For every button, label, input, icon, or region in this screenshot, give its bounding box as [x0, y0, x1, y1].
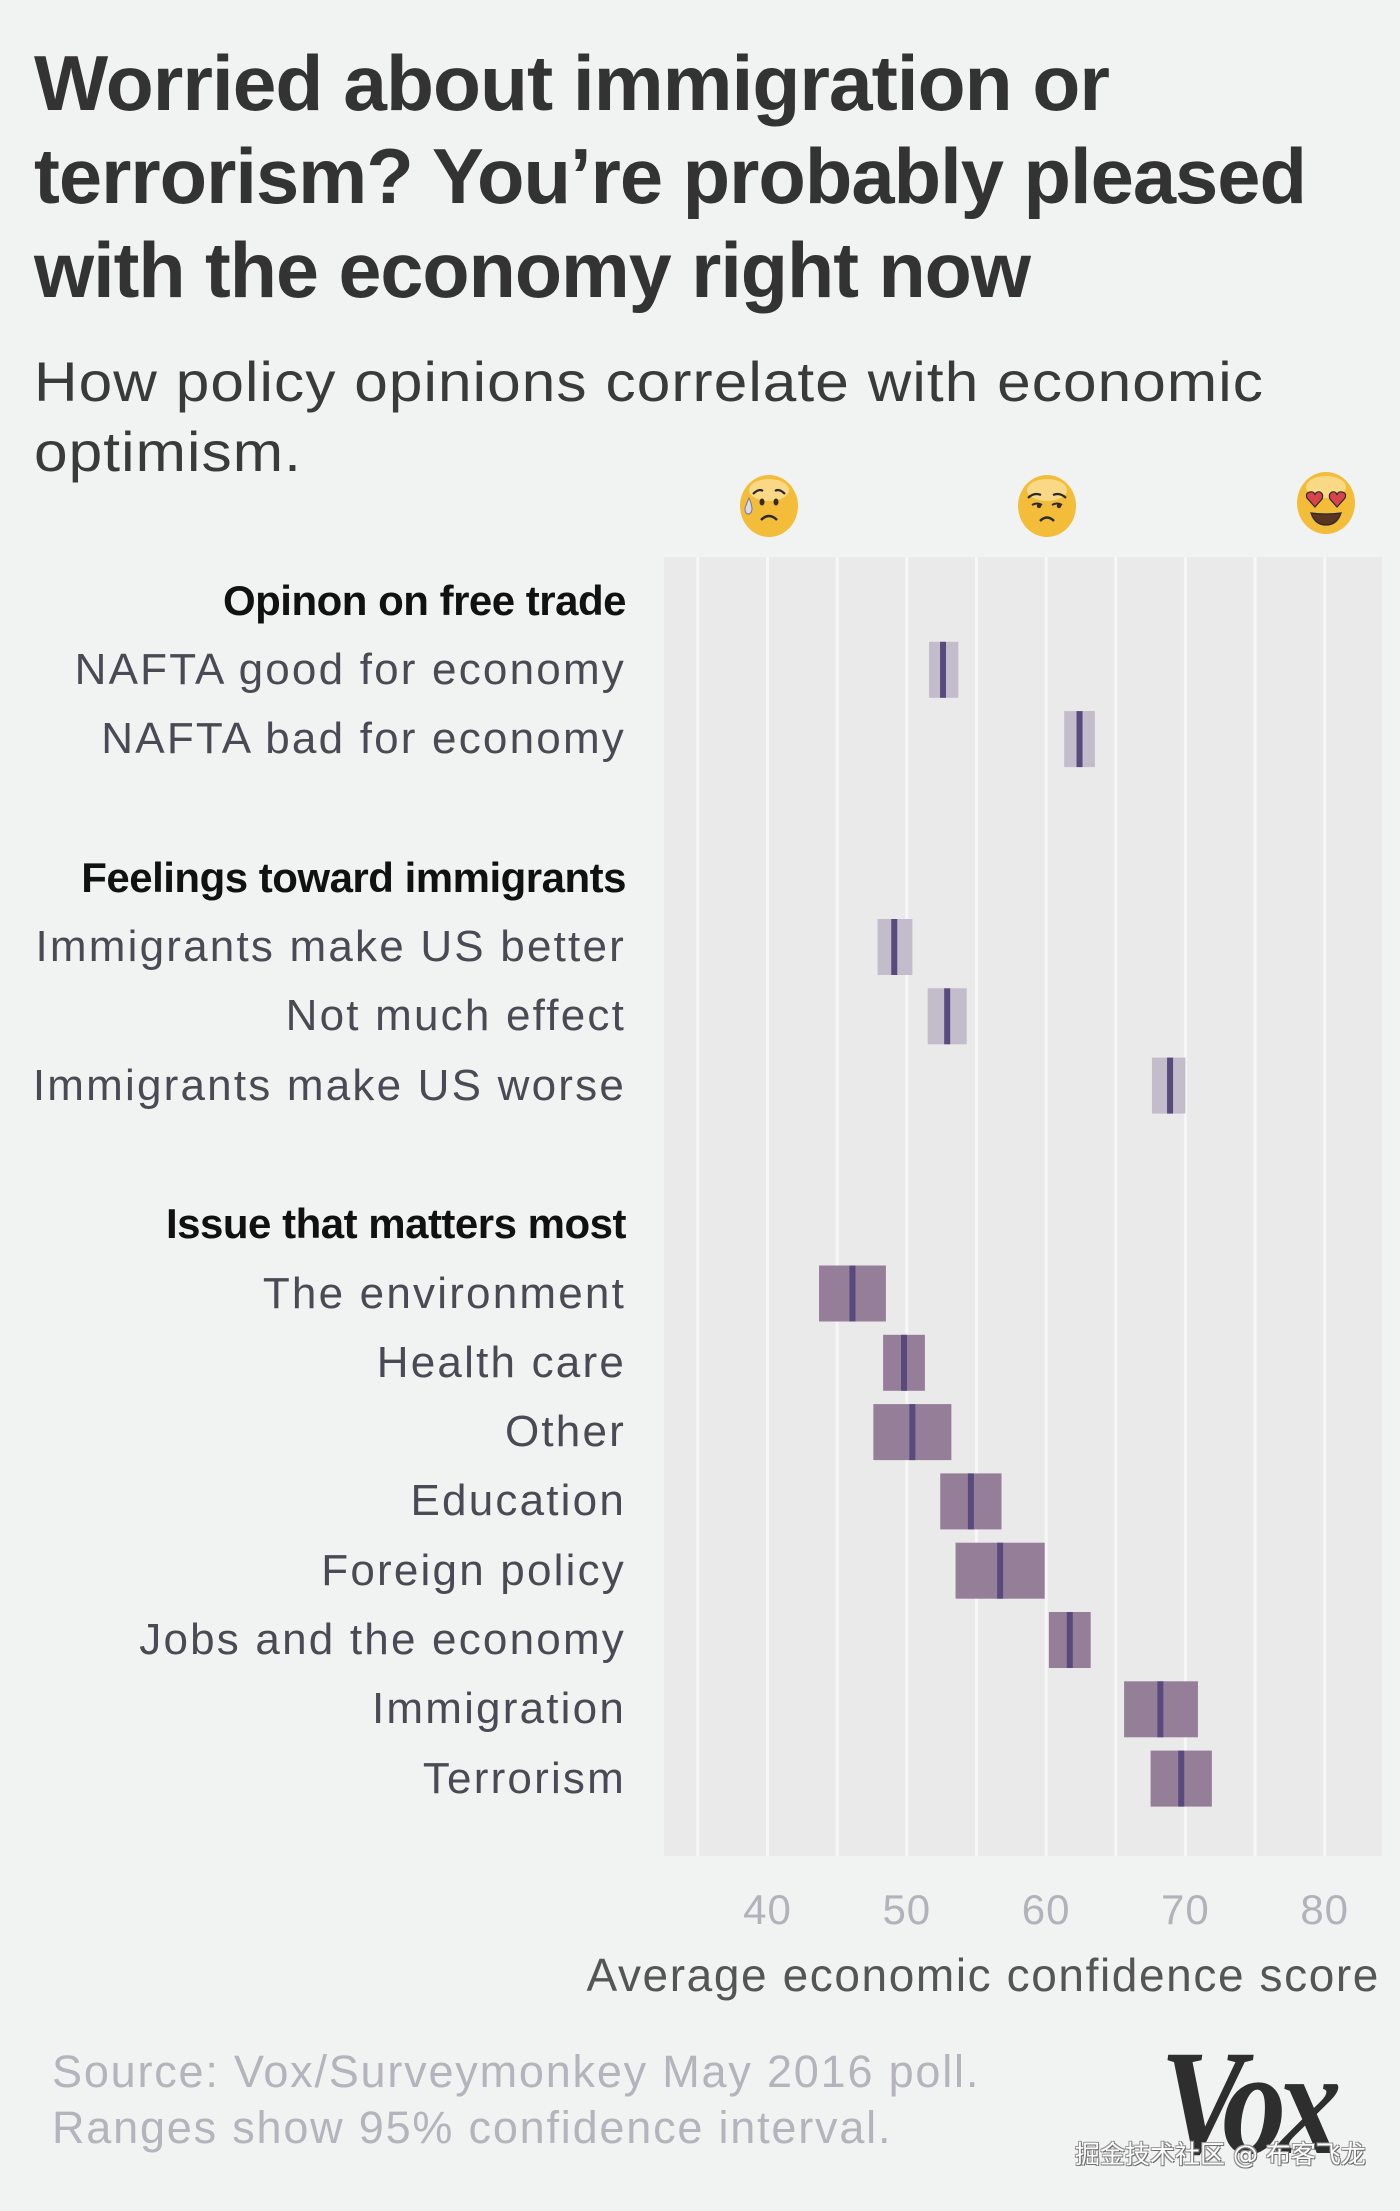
row-label: Immigrants make US worse: [32, 1060, 626, 1110]
row-label: Not much effect: [285, 991, 626, 1041]
source-note: Source: Vox/Surveymonkey May 2016 poll.: [52, 2046, 981, 2097]
row-label: Immigrants make US better: [35, 922, 626, 971]
plot-background: [664, 557, 1382, 1856]
interval-mark: [1124, 1681, 1198, 1738]
chart-subtitle-line-2: optimism.: [34, 420, 302, 483]
interval-mark: [1151, 1057, 1186, 1114]
gridline: [1323, 557, 1327, 1856]
row-label: Foreign policy: [321, 1545, 626, 1595]
group-header: Feelings toward immigrants: [81, 853, 626, 901]
x-tick-label: 50: [882, 1886, 931, 1933]
mean-marker: [997, 1542, 1004, 1599]
interval-mark: [940, 1473, 1002, 1530]
mean-marker: [891, 919, 898, 975]
row-label: Health care: [376, 1337, 626, 1387]
group-header: Opinon on free trade: [222, 576, 627, 624]
row-label: Terrorism: [422, 1753, 626, 1803]
x-tick-label: 80: [1300, 1886, 1349, 1933]
group-header: Issue that matters most: [166, 1200, 626, 1248]
interval-mark: [955, 1542, 1045, 1599]
row-label: Other: [504, 1407, 626, 1457]
gridline: [1253, 557, 1257, 1856]
vox-logo: Vox: [1160, 2020, 1341, 2186]
interval-mark: [1048, 1612, 1091, 1668]
chart-title-line-2: terrorism? You’re probably pleased: [34, 132, 1307, 220]
gridline: [974, 557, 978, 1856]
gridline: [766, 557, 769, 1856]
confidence-note: Ranges show 95% confidence interval.: [52, 2102, 893, 2153]
row-label: Jobs and the economy: [139, 1615, 626, 1664]
mean-marker: [1157, 1681, 1164, 1738]
row-label: Immigration: [371, 1684, 626, 1734]
interval-mark: [873, 1404, 952, 1461]
gridline: [835, 557, 839, 1856]
interval-mark: [877, 919, 913, 975]
interval-marks: [819, 641, 1212, 1807]
row-label: NAFTA bad for economy: [101, 714, 626, 764]
row-label: NAFTA good for economy: [74, 644, 626, 694]
gridline: [1114, 557, 1118, 1856]
chart-title-line-1: Worried about immigration or: [34, 39, 1110, 127]
interval-mark: [819, 1265, 886, 1322]
x-axis-title: Average economic confidence score: [586, 1949, 1380, 2001]
mean-marker: [1178, 1750, 1185, 1807]
mean-marker: [1066, 1612, 1073, 1668]
interval-mark: [929, 641, 959, 698]
chart-subtitle-line-1: How policy opinions correlate with econo…: [34, 350, 1264, 413]
x-tick-label: 40: [743, 1886, 792, 1933]
heart-eyes-face-icon: [1297, 472, 1355, 534]
interval-mark: [927, 988, 967, 1045]
mean-marker: [1167, 1057, 1174, 1114]
row-label: Education: [410, 1476, 626, 1526]
x-axis-ticks: 40 50 60 70 80: [743, 1886, 1349, 1933]
mean-marker: [901, 1334, 908, 1391]
anxious-face-with-sweat-icon: [740, 475, 798, 537]
chart-title-line-3: with the economy right now: [34, 226, 1031, 314]
watermark-text: 掘金技术社区 @ 布客飞龙: [1075, 2140, 1366, 2169]
x-tick-label: 60: [1022, 1886, 1071, 1933]
mean-marker: [944, 988, 951, 1045]
interval-mark: [1064, 711, 1095, 768]
interval-mark: [883, 1334, 925, 1391]
gridline: [1044, 557, 1048, 1856]
mean-marker: [849, 1265, 856, 1322]
gridline: [905, 557, 909, 1856]
gridlines: [696, 557, 1327, 1856]
mean-marker: [1076, 711, 1083, 768]
mean-marker: [940, 641, 947, 698]
mean-marker: [967, 1473, 974, 1530]
interval-mark: [1150, 1750, 1212, 1807]
unamused-face-icon: [1018, 475, 1076, 537]
mean-marker: [909, 1404, 916, 1461]
x-tick-label: 70: [1161, 1886, 1210, 1933]
row-label: The environment: [262, 1268, 626, 1318]
gridline: [1183, 557, 1187, 1856]
gridline: [696, 557, 700, 1856]
